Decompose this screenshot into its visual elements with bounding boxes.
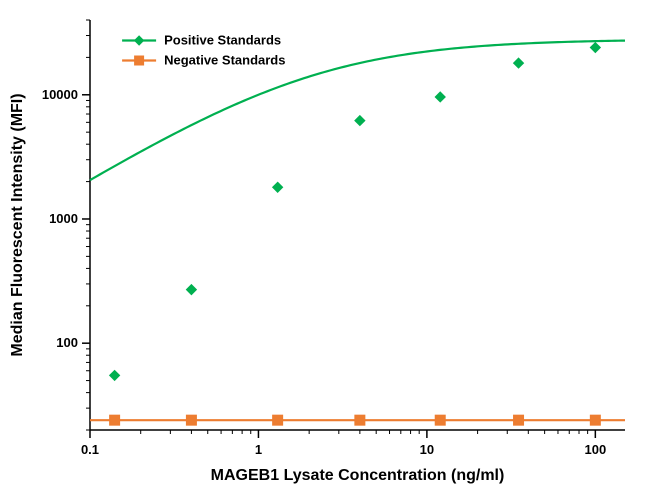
chart-container: 0.1 1 10 100 100 1000 10000 MAGEB1 Lysate Conce… [0,0,650,500]
y-axis-title: Median Fluorescent Intensity (MFI) [9,93,26,356]
x-tick-label: 10 [420,442,434,457]
legend-label: Positive Standards [164,33,281,48]
x-tick-label: 0.1 [81,442,99,457]
legend-label: Negative Standards [164,53,285,68]
x-tick-label: 100 [584,442,606,457]
x-axis-title: MAGEB1 Lysate Concentration (ng/ml) [211,467,505,484]
y-tick-label: 10000 [42,87,78,102]
y-tick-label: 1000 [49,211,78,226]
y-tick-label: 100 [56,335,78,350]
x-tick-label: 1 [255,442,262,457]
chart-svg: 0.1 1 10 100 100 1000 10000 MAGEB1 Lysate Conce… [0,0,650,500]
